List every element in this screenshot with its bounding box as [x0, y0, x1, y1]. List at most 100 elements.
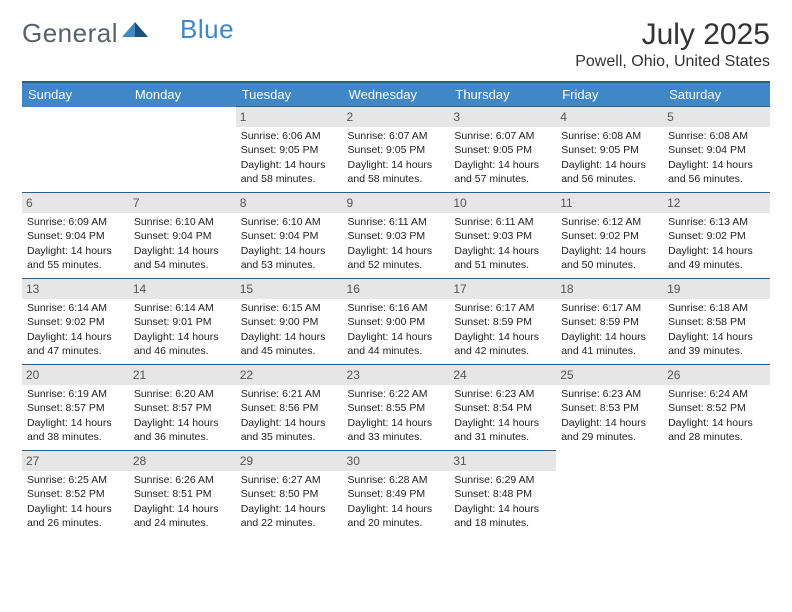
day-number: 29 [236, 451, 343, 471]
weekday-header: Sunday [22, 82, 129, 107]
calendar-body: 1Sunrise: 6:06 AMSunset: 9:05 PMDaylight… [22, 107, 770, 537]
calendar-day-cell: 16Sunrise: 6:16 AMSunset: 9:00 PMDayligh… [343, 279, 450, 365]
day-details: Sunrise: 6:19 AMSunset: 8:57 PMDaylight:… [26, 387, 125, 444]
calendar-day-cell: 26Sunrise: 6:24 AMSunset: 8:52 PMDayligh… [663, 365, 770, 451]
day-number: 23 [343, 365, 450, 385]
calendar-day-cell [663, 451, 770, 537]
weekday-header: Thursday [449, 82, 556, 107]
day-number: 20 [22, 365, 129, 385]
day-details: Sunrise: 6:17 AMSunset: 8:59 PMDaylight:… [453, 301, 552, 358]
day-number: 11 [556, 193, 663, 213]
location-text: Powell, Ohio, United States [575, 53, 770, 71]
day-details: Sunrise: 6:09 AMSunset: 9:04 PMDaylight:… [26, 215, 125, 272]
day-details: Sunrise: 6:18 AMSunset: 8:58 PMDaylight:… [667, 301, 766, 358]
calendar-week-row: 6Sunrise: 6:09 AMSunset: 9:04 PMDaylight… [22, 193, 770, 279]
calendar-day-cell: 3Sunrise: 6:07 AMSunset: 9:05 PMDaylight… [449, 107, 556, 193]
day-details: Sunrise: 6:10 AMSunset: 9:04 PMDaylight:… [133, 215, 232, 272]
day-number: 25 [556, 365, 663, 385]
day-details: Sunrise: 6:23 AMSunset: 8:53 PMDaylight:… [560, 387, 659, 444]
day-details: Sunrise: 6:12 AMSunset: 9:02 PMDaylight:… [560, 215, 659, 272]
calendar-day-cell [556, 451, 663, 537]
day-number: 1 [236, 107, 343, 127]
day-number: 8 [236, 193, 343, 213]
calendar-day-cell: 7Sunrise: 6:10 AMSunset: 9:04 PMDaylight… [129, 193, 236, 279]
calendar-day-cell [129, 107, 236, 193]
day-number: 28 [129, 451, 236, 471]
day-details: Sunrise: 6:28 AMSunset: 8:49 PMDaylight:… [347, 473, 446, 530]
day-details: Sunrise: 6:27 AMSunset: 8:50 PMDaylight:… [240, 473, 339, 530]
day-details: Sunrise: 6:15 AMSunset: 9:00 PMDaylight:… [240, 301, 339, 358]
day-details: Sunrise: 6:17 AMSunset: 8:59 PMDaylight:… [560, 301, 659, 358]
day-number: 2 [343, 107, 450, 127]
calendar-day-cell: 6Sunrise: 6:09 AMSunset: 9:04 PMDaylight… [22, 193, 129, 279]
weekday-header: Tuesday [236, 82, 343, 107]
day-details: Sunrise: 6:22 AMSunset: 8:55 PMDaylight:… [347, 387, 446, 444]
day-number: 13 [22, 279, 129, 299]
calendar-table: SundayMondayTuesdayWednesdayThursdayFrid… [22, 81, 770, 537]
calendar-week-row: 20Sunrise: 6:19 AMSunset: 8:57 PMDayligh… [22, 365, 770, 451]
day-details: Sunrise: 6:11 AMSunset: 9:03 PMDaylight:… [347, 215, 446, 272]
calendar-day-cell: 5Sunrise: 6:08 AMSunset: 9:04 PMDaylight… [663, 107, 770, 193]
calendar-day-cell: 29Sunrise: 6:27 AMSunset: 8:50 PMDayligh… [236, 451, 343, 537]
calendar-day-cell: 8Sunrise: 6:10 AMSunset: 9:04 PMDaylight… [236, 193, 343, 279]
day-details: Sunrise: 6:14 AMSunset: 9:01 PMDaylight:… [133, 301, 232, 358]
day-details: Sunrise: 6:07 AMSunset: 9:05 PMDaylight:… [453, 129, 552, 186]
weekday-header: Friday [556, 82, 663, 107]
day-details: Sunrise: 6:23 AMSunset: 8:54 PMDaylight:… [453, 387, 552, 444]
day-number: 31 [449, 451, 556, 471]
calendar-day-cell: 21Sunrise: 6:20 AMSunset: 8:57 PMDayligh… [129, 365, 236, 451]
calendar-day-cell: 17Sunrise: 6:17 AMSunset: 8:59 PMDayligh… [449, 279, 556, 365]
day-number: 30 [343, 451, 450, 471]
day-details: Sunrise: 6:25 AMSunset: 8:52 PMDaylight:… [26, 473, 125, 530]
calendar-day-cell: 18Sunrise: 6:17 AMSunset: 8:59 PMDayligh… [556, 279, 663, 365]
day-details: Sunrise: 6:24 AMSunset: 8:52 PMDaylight:… [667, 387, 766, 444]
calendar-day-cell: 19Sunrise: 6:18 AMSunset: 8:58 PMDayligh… [663, 279, 770, 365]
calendar-day-cell: 24Sunrise: 6:23 AMSunset: 8:54 PMDayligh… [449, 365, 556, 451]
day-number: 12 [663, 193, 770, 213]
day-details: Sunrise: 6:26 AMSunset: 8:51 PMDaylight:… [133, 473, 232, 530]
day-number: 9 [343, 193, 450, 213]
day-number: 22 [236, 365, 343, 385]
day-details: Sunrise: 6:20 AMSunset: 8:57 PMDaylight:… [133, 387, 232, 444]
day-number: 19 [663, 279, 770, 299]
logo: General Blue [22, 18, 234, 49]
calendar-day-cell: 31Sunrise: 6:29 AMSunset: 8:48 PMDayligh… [449, 451, 556, 537]
day-details: Sunrise: 6:07 AMSunset: 9:05 PMDaylight:… [347, 129, 446, 186]
day-number: 4 [556, 107, 663, 127]
weekday-header: Monday [129, 82, 236, 107]
calendar-day-cell: 20Sunrise: 6:19 AMSunset: 8:57 PMDayligh… [22, 365, 129, 451]
day-number: 26 [663, 365, 770, 385]
page-title: July 2025 [575, 18, 770, 51]
calendar-day-cell: 1Sunrise: 6:06 AMSunset: 9:05 PMDaylight… [236, 107, 343, 193]
logo-text-general: General [22, 18, 118, 49]
calendar-day-cell: 28Sunrise: 6:26 AMSunset: 8:51 PMDayligh… [129, 451, 236, 537]
day-details: Sunrise: 6:29 AMSunset: 8:48 PMDaylight:… [453, 473, 552, 530]
day-details: Sunrise: 6:11 AMSunset: 9:03 PMDaylight:… [453, 215, 552, 272]
day-number: 6 [22, 193, 129, 213]
day-details: Sunrise: 6:16 AMSunset: 9:00 PMDaylight:… [347, 301, 446, 358]
day-number: 7 [129, 193, 236, 213]
calendar-day-cell: 13Sunrise: 6:14 AMSunset: 9:02 PMDayligh… [22, 279, 129, 365]
calendar-day-cell: 2Sunrise: 6:07 AMSunset: 9:05 PMDaylight… [343, 107, 450, 193]
logo-text-blue: Blue [180, 14, 234, 45]
day-number: 14 [129, 279, 236, 299]
header: General Blue July 2025 Powell, Ohio, Uni… [22, 18, 770, 71]
calendar-day-cell: 9Sunrise: 6:11 AMSunset: 9:03 PMDaylight… [343, 193, 450, 279]
calendar-day-cell [22, 107, 129, 193]
day-details: Sunrise: 6:06 AMSunset: 9:05 PMDaylight:… [240, 129, 339, 186]
calendar-day-cell: 27Sunrise: 6:25 AMSunset: 8:52 PMDayligh… [22, 451, 129, 537]
day-number: 17 [449, 279, 556, 299]
calendar-week-row: 27Sunrise: 6:25 AMSunset: 8:52 PMDayligh… [22, 451, 770, 537]
calendar-day-cell: 11Sunrise: 6:12 AMSunset: 9:02 PMDayligh… [556, 193, 663, 279]
calendar-day-cell: 14Sunrise: 6:14 AMSunset: 9:01 PMDayligh… [129, 279, 236, 365]
day-number: 18 [556, 279, 663, 299]
calendar-day-cell: 4Sunrise: 6:08 AMSunset: 9:05 PMDaylight… [556, 107, 663, 193]
calendar-day-cell: 30Sunrise: 6:28 AMSunset: 8:49 PMDayligh… [343, 451, 450, 537]
calendar-day-cell: 12Sunrise: 6:13 AMSunset: 9:02 PMDayligh… [663, 193, 770, 279]
day-number: 3 [449, 107, 556, 127]
day-details: Sunrise: 6:13 AMSunset: 9:02 PMDaylight:… [667, 215, 766, 272]
day-details: Sunrise: 6:14 AMSunset: 9:02 PMDaylight:… [26, 301, 125, 358]
day-details: Sunrise: 6:21 AMSunset: 8:56 PMDaylight:… [240, 387, 339, 444]
calendar-week-row: 1Sunrise: 6:06 AMSunset: 9:05 PMDaylight… [22, 107, 770, 193]
calendar-day-cell: 15Sunrise: 6:15 AMSunset: 9:00 PMDayligh… [236, 279, 343, 365]
